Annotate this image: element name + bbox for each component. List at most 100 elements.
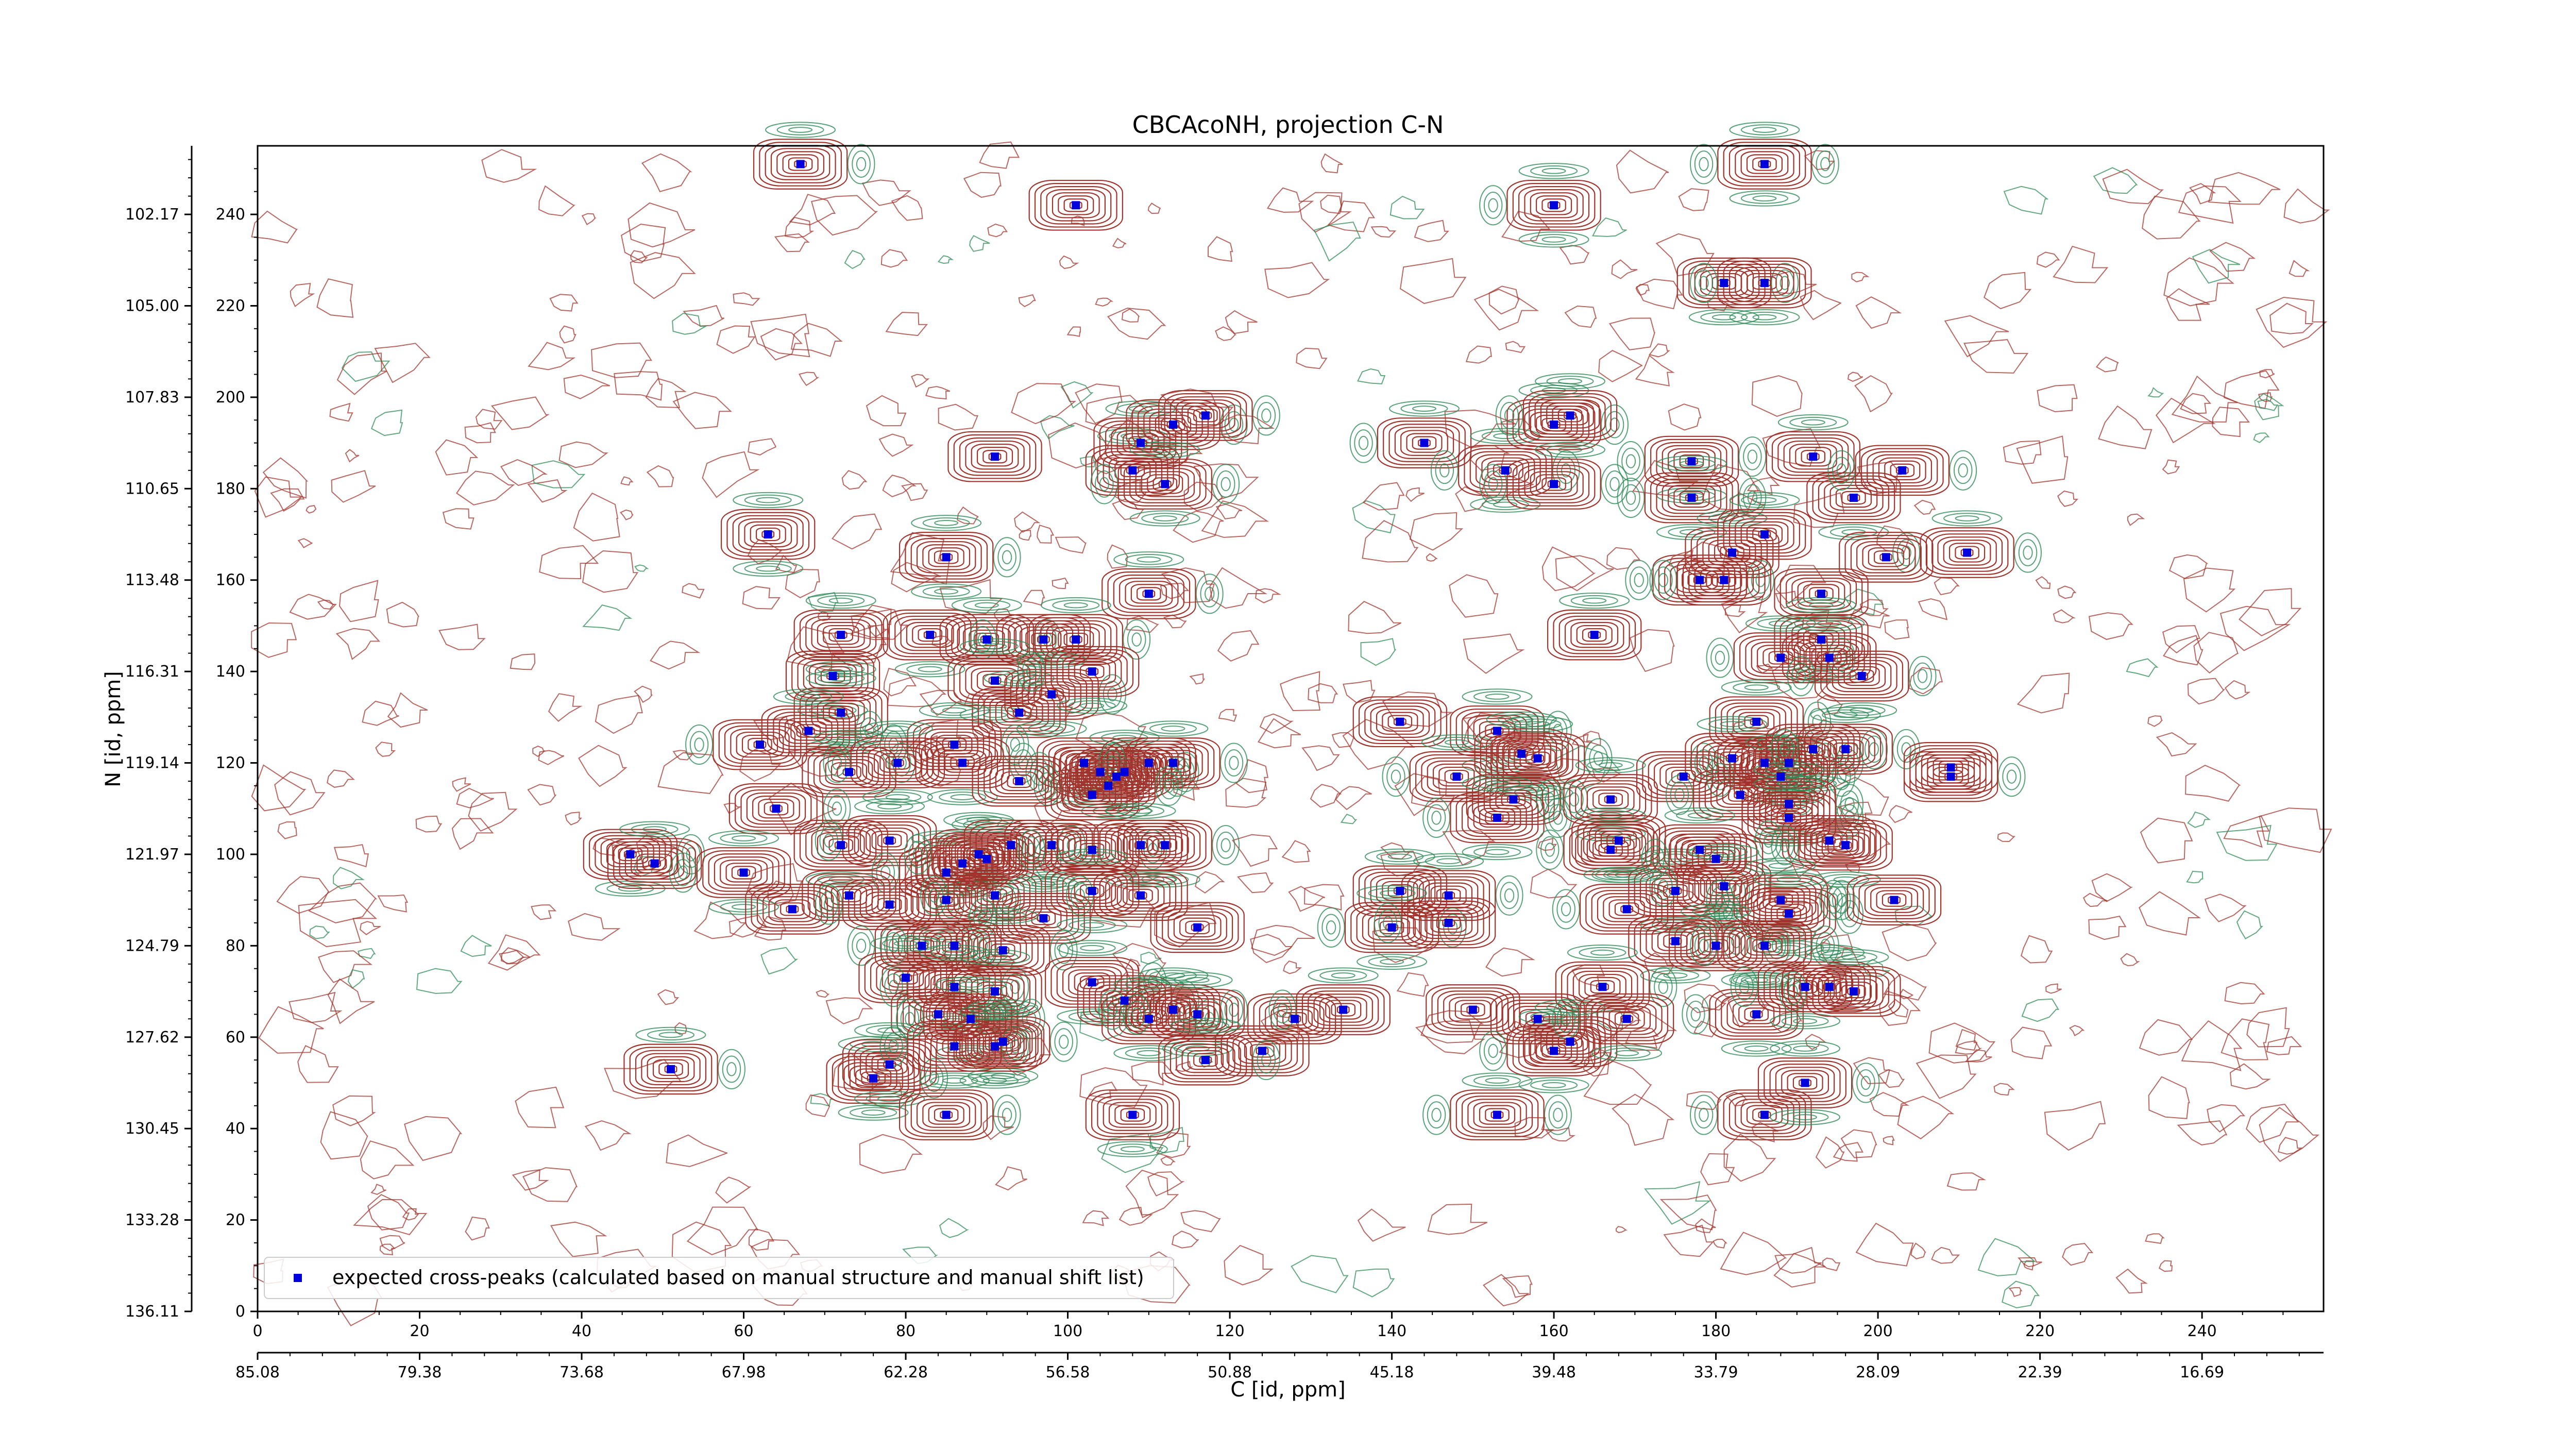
noise-contour bbox=[2224, 982, 2265, 1005]
noise-contour bbox=[1608, 317, 1656, 350]
peak-marker bbox=[1168, 420, 1177, 429]
positive-contour bbox=[1480, 731, 1563, 777]
noise-contour bbox=[2254, 393, 2284, 420]
positive-contour bbox=[1467, 801, 1527, 834]
positive-contour bbox=[1181, 402, 1230, 429]
noise-contour bbox=[2044, 1101, 2106, 1151]
positive-contour bbox=[718, 722, 802, 767]
negative-contour bbox=[934, 588, 959, 595]
positive-contour bbox=[1221, 1029, 1304, 1073]
negative-contour bbox=[1740, 311, 1788, 323]
positive-contour bbox=[1074, 661, 1110, 682]
positive-contour bbox=[1746, 154, 1783, 174]
negative-contour bbox=[892, 749, 911, 777]
noise-contour bbox=[861, 179, 911, 206]
noise-contour bbox=[490, 396, 550, 430]
positive-contour bbox=[1682, 558, 1766, 603]
noise-contour bbox=[1235, 759, 1269, 794]
noise-contour bbox=[1014, 511, 1041, 533]
negative-contour bbox=[1308, 967, 1379, 984]
negative-contour bbox=[1561, 463, 1571, 478]
noise-contour bbox=[2057, 585, 2077, 599]
negative-contour bbox=[647, 1029, 694, 1041]
negative-contour bbox=[1694, 749, 1714, 777]
peak-marker bbox=[1088, 667, 1096, 676]
negative-contour bbox=[1052, 599, 1100, 611]
negative-contour bbox=[823, 788, 851, 829]
positive-contour bbox=[1572, 970, 1633, 1003]
negative-contour bbox=[1195, 574, 1224, 614]
peak-marker bbox=[885, 836, 894, 845]
noise-contour bbox=[754, 916, 787, 941]
noise-contour bbox=[2037, 384, 2078, 413]
negative-contour bbox=[959, 949, 1030, 966]
negative-contour bbox=[1431, 811, 1442, 825]
negative-contour bbox=[1779, 971, 1807, 1012]
noise-contour bbox=[2246, 1007, 2290, 1048]
noise-contour bbox=[784, 216, 815, 239]
peak-marker bbox=[772, 804, 781, 813]
positive-contour bbox=[1608, 899, 1645, 919]
negative-contour bbox=[1699, 1107, 1709, 1122]
positive-contour bbox=[1394, 427, 1454, 459]
negative-contour bbox=[1098, 989, 1126, 1030]
noise-contour bbox=[963, 172, 1002, 198]
noise-contour bbox=[1231, 834, 1278, 867]
positive-contour bbox=[1752, 276, 1777, 290]
positive-contour bbox=[1746, 524, 1783, 545]
negative-contour bbox=[1125, 554, 1173, 565]
y-ppm-tick-label: 116.31 bbox=[125, 663, 179, 681]
noise-contour bbox=[277, 821, 297, 839]
positive-contour bbox=[1740, 151, 1789, 177]
negative-contour bbox=[935, 976, 1006, 993]
positive-contour bbox=[933, 747, 992, 779]
positive-contour bbox=[989, 765, 1049, 798]
noise-contour bbox=[1700, 1153, 1735, 1186]
noise-contour bbox=[790, 323, 843, 357]
negative-contour bbox=[1378, 909, 1398, 937]
positive-contour bbox=[1800, 824, 1859, 857]
noise-contour bbox=[1055, 536, 1087, 554]
noise-contour bbox=[1483, 1274, 1530, 1307]
positive-contour bbox=[741, 734, 778, 755]
noise-contour bbox=[251, 210, 298, 244]
negative-contour bbox=[1654, 566, 1673, 594]
negative-contour bbox=[963, 599, 1011, 611]
positive-contour bbox=[1674, 923, 1757, 968]
noise-contour bbox=[672, 392, 732, 429]
positive-contour bbox=[1817, 980, 1842, 994]
positive-contour bbox=[823, 835, 859, 855]
negative-contour bbox=[1690, 1094, 1718, 1135]
positive-contour bbox=[1162, 908, 1233, 947]
positive-contour bbox=[947, 1021, 1042, 1072]
noise-contour bbox=[1606, 547, 1641, 570]
negative-contour bbox=[1771, 825, 1799, 866]
negative-contour bbox=[971, 641, 1019, 652]
positive-contour bbox=[1788, 964, 1871, 1009]
positive-contour bbox=[1692, 933, 1740, 959]
noise-contour bbox=[1040, 415, 1075, 440]
positive-contour bbox=[758, 799, 794, 819]
y-tick-label: 20 bbox=[226, 1211, 245, 1229]
peak-marker bbox=[1857, 671, 1866, 680]
noise-contour bbox=[316, 278, 354, 318]
positive-contour bbox=[1413, 903, 1484, 942]
noise-contour bbox=[1530, 868, 1578, 899]
negative-contour bbox=[1001, 1026, 1029, 1067]
negative-contour bbox=[1753, 775, 1824, 792]
noise-contour bbox=[1052, 577, 1069, 589]
negative-contour bbox=[1755, 573, 1766, 587]
noise-contour bbox=[1019, 530, 1031, 541]
positive-contour bbox=[1105, 825, 1177, 865]
positive-contour bbox=[1270, 1006, 1319, 1032]
positive-contour bbox=[1507, 742, 1568, 774]
negative-contour bbox=[1817, 620, 1842, 627]
negative-contour bbox=[1495, 395, 1523, 436]
x-axis-ticks: 0 20 40 60 80 100 120 140 160 180 200 220 240 bbox=[252, 1311, 2284, 1340]
noise-contour bbox=[475, 409, 503, 430]
noise-contour bbox=[1847, 372, 1863, 382]
positive-contour bbox=[1426, 984, 1520, 1035]
noise-contour bbox=[338, 580, 379, 622]
noise-contour bbox=[1189, 673, 1205, 685]
